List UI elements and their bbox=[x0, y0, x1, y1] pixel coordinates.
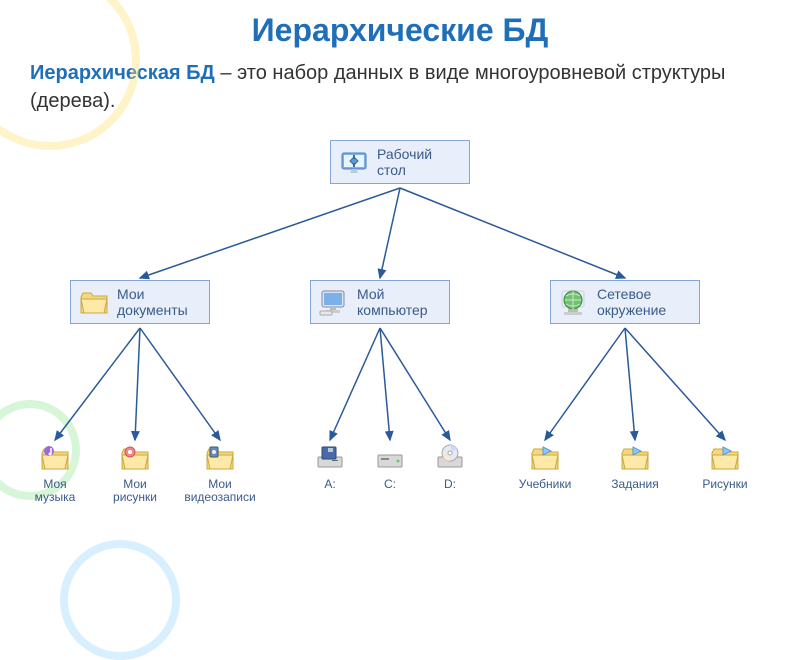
tree-edge bbox=[545, 328, 625, 440]
folder-icon bbox=[77, 285, 111, 319]
tree-edge bbox=[140, 328, 220, 440]
leaf-5-label: D: bbox=[444, 478, 456, 491]
tree-edge bbox=[400, 188, 625, 278]
leaf-4-label: C: bbox=[384, 478, 396, 491]
node-net: Сетевое окружение bbox=[550, 280, 700, 324]
tree-edge bbox=[55, 328, 140, 440]
leaf-5: D: bbox=[415, 440, 485, 491]
tree-edge bbox=[380, 188, 400, 278]
leaf-6: Учебники bbox=[510, 440, 580, 491]
globe-icon bbox=[557, 285, 591, 319]
folder-net-icon bbox=[617, 440, 653, 476]
node-net-label: Сетевое окружение bbox=[597, 286, 666, 318]
drive-cd-icon bbox=[432, 440, 468, 476]
tree-edge bbox=[625, 328, 725, 440]
leaf-1-label: Мои рисунки bbox=[113, 478, 157, 504]
tree-edge bbox=[135, 328, 140, 440]
node-docs: Мои документы bbox=[70, 280, 210, 324]
drive-hdd-icon bbox=[372, 440, 408, 476]
tree-diagram: Рабочий стол Мои документы Мой компьютер Се… bbox=[0, 130, 800, 590]
node-docs-label: Мои документы bbox=[117, 286, 188, 318]
folder-music-icon bbox=[37, 440, 73, 476]
tree-edge bbox=[380, 328, 390, 440]
leaf-6-label: Учебники bbox=[519, 478, 572, 491]
leaf-2: Мои видеозаписи bbox=[185, 440, 255, 504]
tree-edge bbox=[380, 328, 450, 440]
leaf-2-label: Мои видеозаписи bbox=[184, 478, 255, 504]
page-title: Иерархические БД bbox=[0, 0, 800, 49]
node-root: Рабочий стол bbox=[330, 140, 470, 184]
desktop-icon bbox=[337, 145, 371, 179]
node-root-label: Рабочий стол bbox=[377, 146, 432, 178]
subtitle-term: Иерархическая БД bbox=[30, 62, 215, 84]
leaf-3-label: A: bbox=[324, 478, 335, 491]
node-comp: Мой компьютер bbox=[310, 280, 450, 324]
leaf-0: Моя музыка bbox=[20, 440, 90, 504]
subtitle: Иерархическая БД – это набор данных в ви… bbox=[0, 49, 800, 115]
folder-net-icon bbox=[527, 440, 563, 476]
folder-video-icon bbox=[202, 440, 238, 476]
folder-pics-icon bbox=[117, 440, 153, 476]
drive-floppy-icon bbox=[312, 440, 348, 476]
monitor-icon bbox=[317, 285, 351, 319]
leaf-8: Рисунки bbox=[690, 440, 760, 491]
tree-edge bbox=[330, 328, 380, 440]
folder-net-icon bbox=[707, 440, 743, 476]
tree-edge bbox=[140, 188, 400, 278]
leaf-7-label: Задания bbox=[611, 478, 658, 491]
node-comp-label: Мой компьютер bbox=[357, 286, 428, 318]
leaf-8-label: Рисунки bbox=[702, 478, 747, 491]
leaf-7: Задания bbox=[600, 440, 670, 491]
leaf-1: Мои рисунки bbox=[100, 440, 170, 504]
tree-edge bbox=[625, 328, 635, 440]
leaf-0-label: Моя музыка bbox=[35, 478, 76, 504]
